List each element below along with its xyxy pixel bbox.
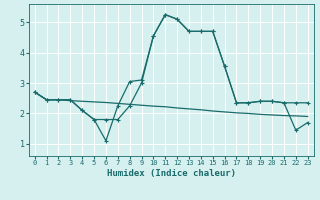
- X-axis label: Humidex (Indice chaleur): Humidex (Indice chaleur): [107, 169, 236, 178]
